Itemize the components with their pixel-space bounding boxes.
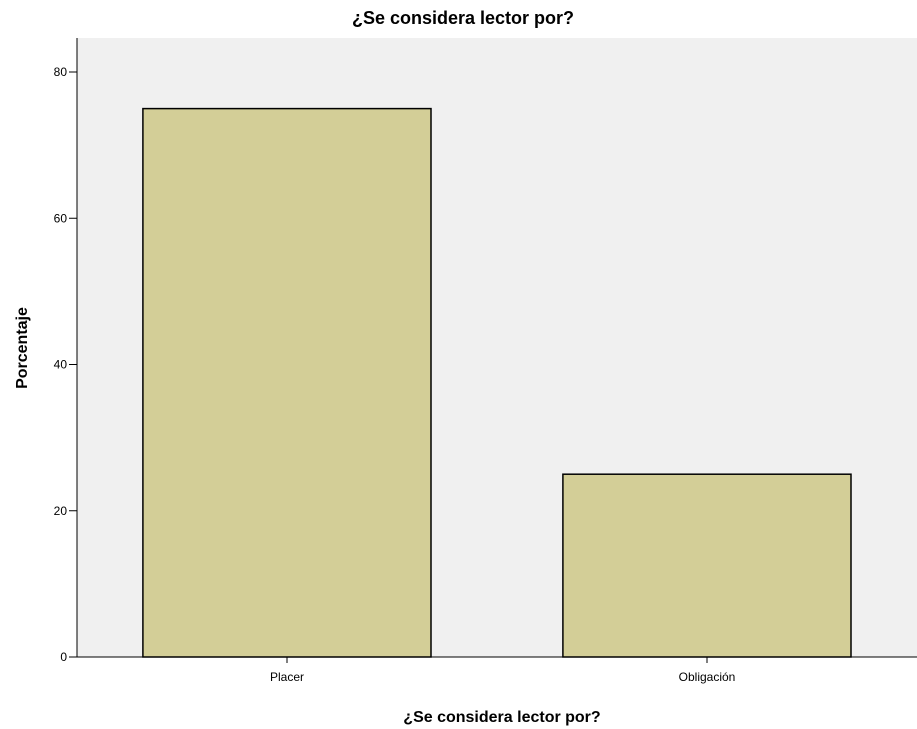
y-axis-label: Porcentaje: [14, 307, 31, 389]
bar-obligacion: [562, 473, 852, 658]
y-tick-label: 0: [60, 650, 67, 664]
x-tick-label: Placer: [270, 670, 304, 684]
y-tick-label: 80: [54, 65, 68, 79]
bars-layer: [142, 107, 852, 658]
y-tick-label: 40: [54, 358, 68, 372]
y-tick-label: 20: [54, 504, 68, 518]
bar-placer: [142, 107, 432, 658]
axes-layer: Placer Obligación 0 20 40 60 80: [54, 38, 917, 684]
y-tick-label: 60: [54, 211, 68, 225]
x-tick-label: Obligación: [679, 670, 736, 684]
x-axis-label: ¿Se considera lector por?: [403, 709, 600, 726]
chart-title: ¿Se considera lector por?: [352, 8, 574, 28]
